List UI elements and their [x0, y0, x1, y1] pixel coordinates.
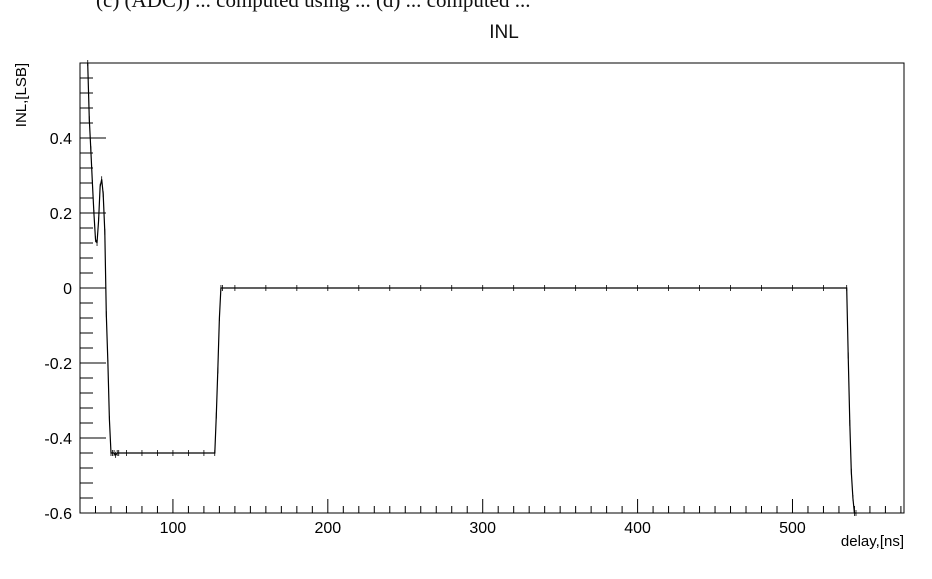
caption-text: (c) (ADC)) ... computed using ... (d) ..…	[96, 0, 531, 12]
x-tick-label: 300	[469, 520, 496, 537]
y-tick-label: 0.2	[50, 206, 72, 223]
x-tick-label: 100	[160, 520, 187, 537]
chart-title: INL	[489, 22, 519, 43]
points-layer	[87, 60, 857, 516]
y-tick-label: -0.6	[44, 506, 72, 523]
y-tick-label: -0.4	[44, 431, 72, 448]
y-axis-label: INL,[LSB]	[13, 63, 30, 127]
x-axis-label: delay,[ns]	[841, 533, 904, 550]
y-tick-label: -0.2	[44, 356, 72, 373]
x-tick-label: 200	[314, 520, 341, 537]
series-line	[87, 62, 856, 514]
y-tick-label: 0	[63, 281, 72, 298]
x-tick-label: 500	[779, 520, 806, 537]
cropped-caption-fragment: (c) (ADC)) ... computed using ... (d) ..…	[0, 0, 932, 14]
labels-layer: -0.6 -0.4 -0.2 0 0.2 0.4 100 200 300 400 500 delay,…	[13, 63, 904, 550]
x-tick-label: 400	[624, 520, 651, 537]
title-layer: INL	[489, 22, 519, 43]
series-layer	[87, 62, 856, 514]
y-tick-label: 0.4	[50, 131, 72, 148]
ticks-layer	[80, 62, 902, 514]
